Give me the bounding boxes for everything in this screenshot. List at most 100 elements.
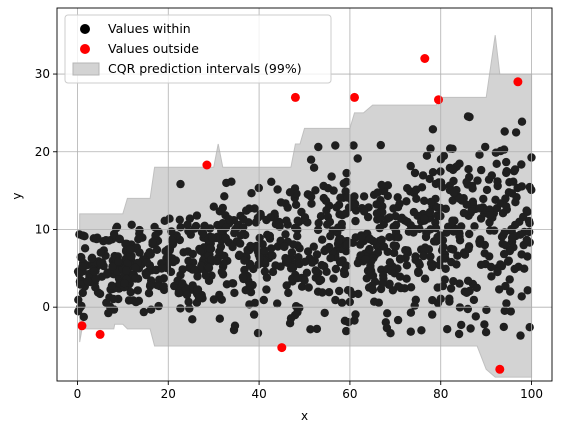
point-within [394,233,403,242]
point-within [221,223,231,233]
point-within [414,268,423,277]
point-within [343,193,352,202]
x-tick-label: 60 [342,387,357,401]
x-axis-label: x [301,409,308,423]
point-within [516,230,525,239]
point-within [131,263,140,273]
point-within [144,289,154,298]
point-within [402,261,412,270]
legend-box [64,14,332,84]
point-within [267,177,276,186]
point-within [356,240,365,249]
y-tick-label: 20 [35,145,50,159]
point-within [215,247,224,256]
point-within [397,213,407,222]
point-within [282,216,291,225]
point-within [406,161,415,171]
point-within [517,117,527,126]
point-within [359,192,369,201]
point-within [429,237,439,246]
point-within [445,144,455,153]
point-within [280,242,289,251]
point-within [373,188,382,197]
point-within [240,256,249,265]
point-within [311,186,320,195]
point-within [472,283,481,292]
point-within [291,200,301,209]
point-within [273,185,282,194]
point-within [126,245,135,254]
point-within [283,203,292,212]
point-within [507,189,517,198]
y-tick-label: 10 [35,222,50,236]
point-within [497,261,507,271]
point-within [193,272,202,281]
point-within [385,233,394,242]
point-within [361,255,370,264]
point-within [245,281,254,290]
point-within [196,246,205,255]
point-within [188,315,197,324]
point-within [107,281,117,290]
point-within [302,268,312,277]
point-within [447,257,456,267]
point-within [92,234,101,244]
point-within [146,250,155,259]
point-within [412,194,421,203]
point-within [502,299,511,308]
point-within [124,296,134,305]
point-within [230,228,239,238]
point-within [320,308,329,318]
point-within [427,262,437,272]
point-within [253,328,263,338]
point-within [449,277,458,286]
point-within [108,262,117,271]
point-within [433,283,442,292]
point-within [160,216,169,225]
point-within [273,299,282,308]
point-within [463,276,473,285]
point-within [517,292,526,301]
point-within [150,222,159,232]
point-within [379,242,389,251]
point-within [353,154,362,163]
point-within [325,217,335,227]
point-within [435,260,444,270]
point-within [283,255,292,265]
point-within [401,246,410,255]
point-within [389,204,398,213]
point-within [300,257,310,266]
point-within [332,203,341,212]
point-within [190,224,199,233]
point-within [500,228,509,237]
point-within [487,272,496,281]
point-within [126,251,135,260]
point-within [297,282,307,291]
point-within [446,244,456,254]
point-within [204,263,214,273]
point-within [224,215,234,224]
point-within [396,283,406,293]
point-within [267,244,276,253]
point-within [193,285,202,294]
point-within [316,212,326,221]
point-within [377,180,386,190]
point-within [184,297,193,307]
point-within [268,267,278,277]
point-within [199,229,208,238]
point-within [500,127,509,136]
point-within [428,168,438,177]
legend-marker-cqr-band [72,62,100,76]
point-within [192,211,202,220]
point-within [357,233,366,242]
point-within [188,249,197,259]
point-within [417,326,426,335]
point-within [294,253,303,262]
point-within [176,304,185,313]
point-within [120,279,129,288]
point-within [457,320,466,330]
point-within [255,233,264,243]
point-within [342,326,351,336]
point-within [463,304,472,314]
point-within [335,286,344,296]
